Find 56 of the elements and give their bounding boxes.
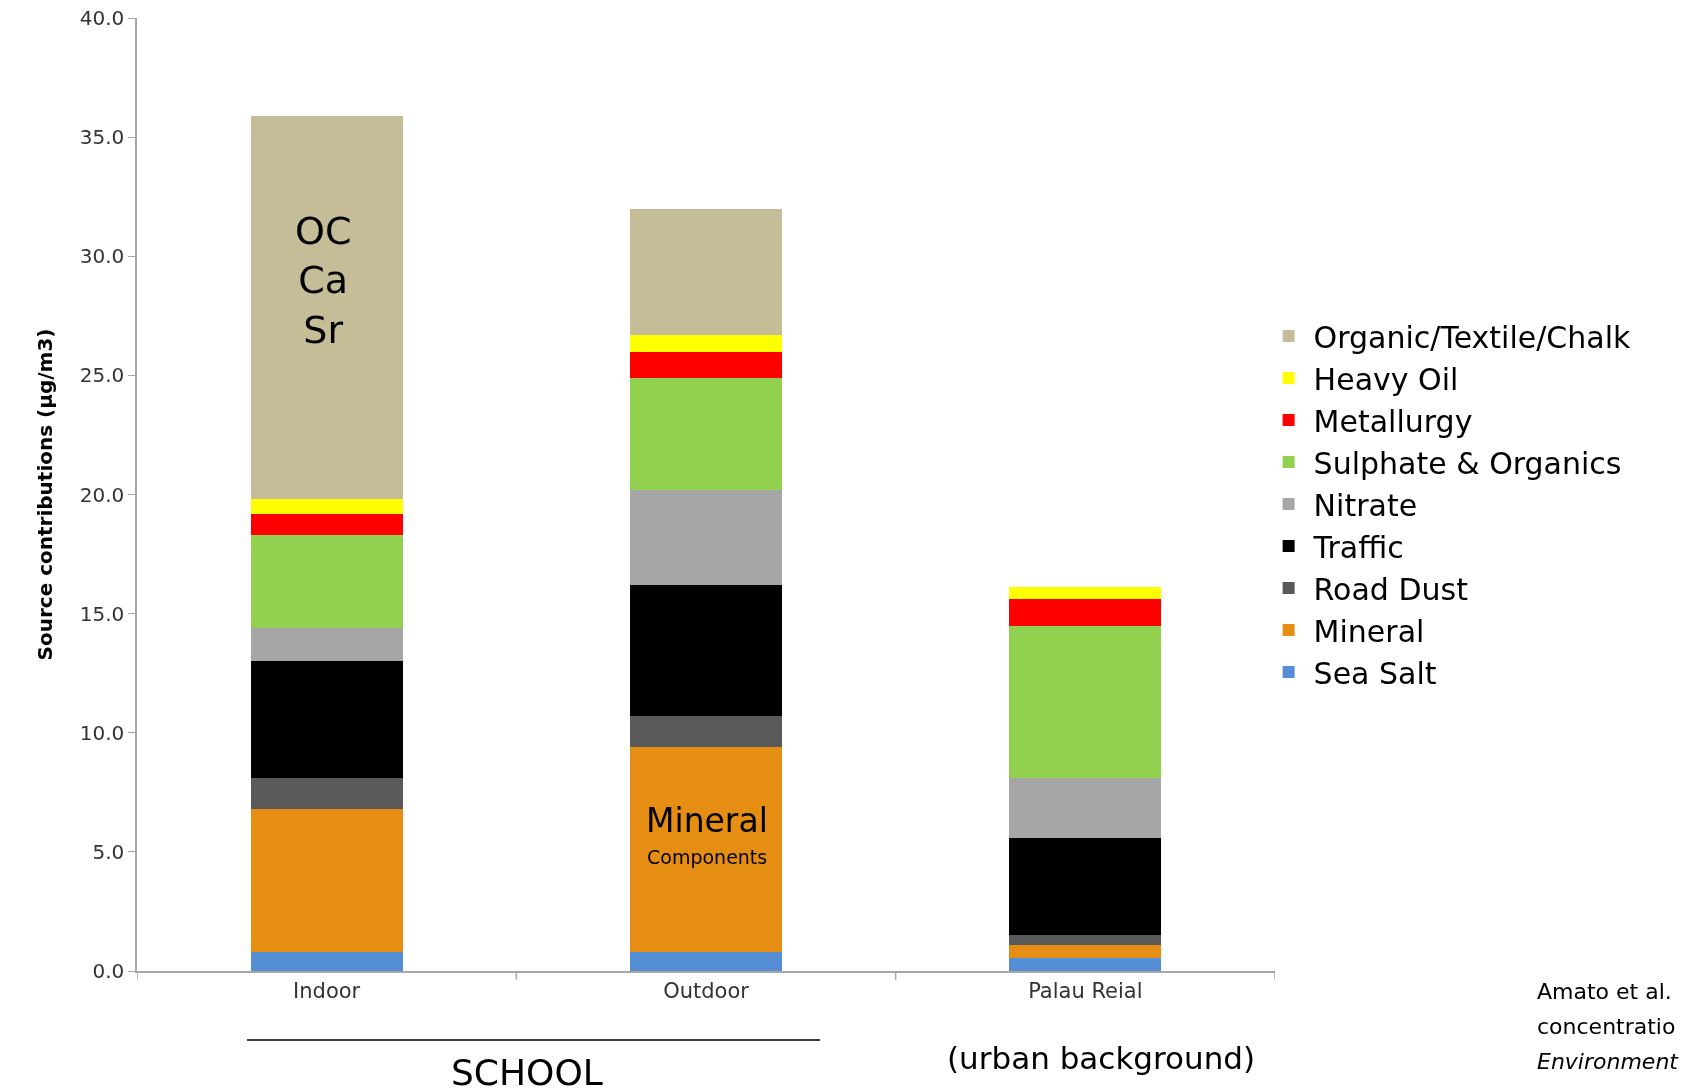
bar <box>1009 837 1162 936</box>
annotation: Mineral <box>646 801 768 840</box>
y-tick-label: 15.0 <box>79 601 125 626</box>
legend-label: Mineral <box>1313 613 1425 649</box>
x-tick-label: Indoor <box>293 978 361 1003</box>
legend-label: Sea Salt <box>1313 655 1437 691</box>
text: (urban background) <box>947 1040 1256 1076</box>
bar <box>1009 935 1162 945</box>
x-tick-label: Outdoor <box>663 978 750 1003</box>
bar <box>1009 587 1162 600</box>
y-tick-label: 20.0 <box>79 482 125 507</box>
bar <box>1009 625 1162 779</box>
bar <box>630 585 782 717</box>
y-tick-label: 25.0 <box>79 363 125 388</box>
bar <box>630 951 782 971</box>
legend-label: Heavy Oil <box>1313 361 1459 397</box>
text: SCHOOL <box>451 1052 603 1090</box>
y-tick-label: 0.0 <box>92 959 125 983</box>
bar <box>630 489 782 586</box>
bar <box>1009 957 1162 971</box>
bar <box>1009 944 1162 958</box>
bar <box>1009 599 1162 626</box>
bar <box>250 535 403 628</box>
bar <box>250 808 403 952</box>
bar <box>630 716 782 748</box>
legend-label: Road Dust <box>1313 571 1469 607</box>
x-tick-label: Palau Reial <box>1028 978 1143 1003</box>
legend-label: Nitrate <box>1313 487 1418 523</box>
bar <box>630 747 782 952</box>
text: Environment <box>1537 1049 1680 1074</box>
annotation: Components <box>647 846 768 868</box>
y-tick-label: 5.0 <box>92 839 125 864</box>
bar <box>630 351 782 378</box>
y-tick-label: 35.0 <box>79 125 125 150</box>
bar <box>630 208 782 335</box>
bar <box>250 115 403 500</box>
legend-label: Organic/Textile/Chalk <box>1313 319 1631 355</box>
legend-label: Sulphate & Organics <box>1313 445 1622 481</box>
bar <box>630 334 782 352</box>
bar <box>250 778 403 809</box>
text: Amato et al. <box>1537 979 1672 1004</box>
legend-label: Traffic <box>1312 529 1404 565</box>
bar <box>1009 778 1162 838</box>
text: concentratio <box>1537 1014 1676 1039</box>
bar <box>250 499 403 514</box>
y-tick-label: 40.0 <box>79 6 125 30</box>
bar <box>250 513 403 535</box>
y-axis-title: Source contributions (µg/m3) <box>32 328 57 661</box>
annotation: OC Ca Sr <box>295 209 352 352</box>
bar <box>250 627 403 662</box>
y-tick-label: 30.0 <box>79 244 125 269</box>
bar <box>630 377 782 490</box>
legend-label: Metallurgy <box>1313 403 1473 439</box>
y-tick-label: 10.0 <box>79 720 125 745</box>
bar <box>250 951 403 971</box>
bar <box>250 661 403 779</box>
